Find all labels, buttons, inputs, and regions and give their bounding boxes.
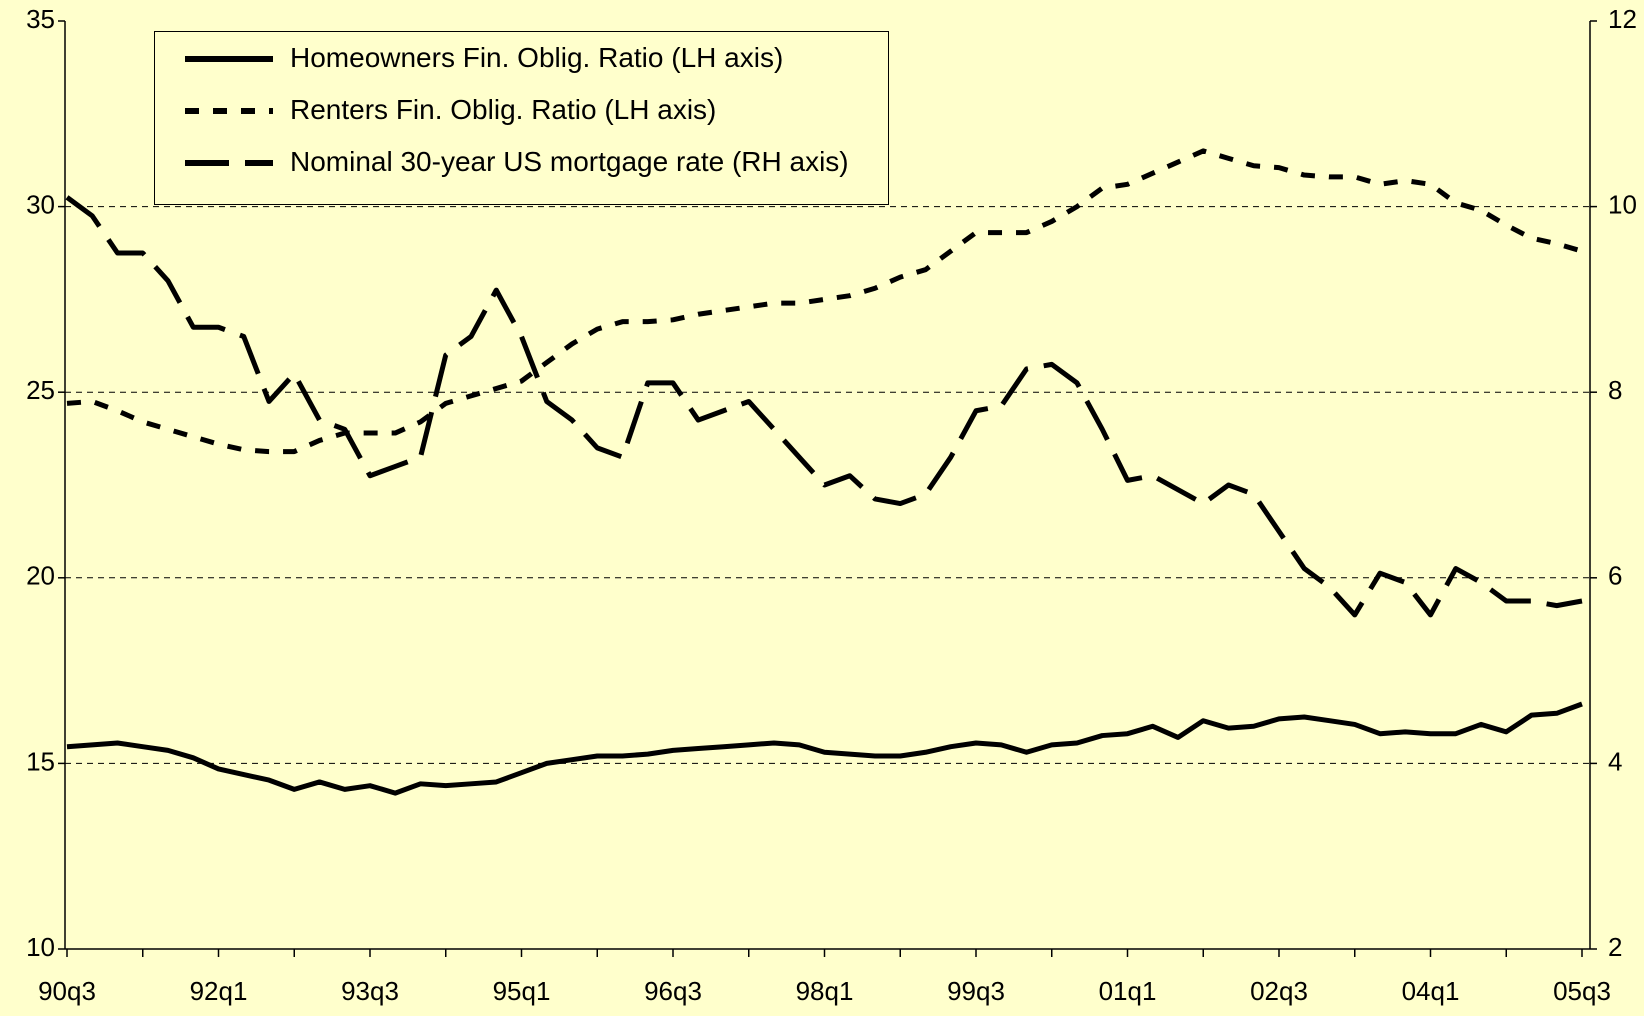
x-tick-label: 92q1	[190, 976, 248, 1006]
legend-swatch	[185, 108, 273, 114]
y2-tick-label: 12	[1608, 4, 1637, 34]
x-tick-label: 02q3	[1250, 976, 1308, 1006]
legend-item: Homeowners Fin. Oblig. Ratio (LH axis)	[155, 42, 888, 76]
x-tick-label: 98q1	[796, 976, 854, 1006]
x-tick-label: 96q3	[644, 976, 702, 1006]
x-tick-label: 01q1	[1099, 976, 1157, 1006]
y2-tick-label: 8	[1608, 375, 1622, 405]
x-tick-label: 93q3	[341, 976, 399, 1006]
y-tick-label: 10	[26, 932, 55, 962]
series-line	[66, 148, 1583, 455]
y-tick-label: 25	[26, 375, 55, 405]
legend-label: Renters Fin. Oblig. Ratio (LH axis)	[290, 94, 717, 125]
legend-swatch	[185, 160, 273, 166]
y2-tick-label: 10	[1608, 189, 1637, 219]
y-tick-label: 20	[26, 561, 55, 591]
series-line	[66, 701, 1583, 796]
y2-tick-label: 6	[1608, 561, 1622, 591]
legend-label: Nominal 30-year US mortgage rate (RH axi…	[290, 146, 849, 177]
legend-swatch	[185, 56, 273, 62]
x-tick-label: 90q3	[38, 976, 96, 1006]
legend-item: Renters Fin. Oblig. Ratio (LH axis)	[155, 94, 888, 128]
y2-tick-label: 4	[1608, 746, 1622, 776]
x-tick-label: 99q3	[947, 976, 1005, 1006]
legend-label: Homeowners Fin. Oblig. Ratio (LH axis)	[290, 42, 784, 73]
legend: Homeowners Fin. Oblig. Ratio (LH axis) Re…	[154, 31, 889, 205]
x-tick-label: 04q1	[1402, 976, 1460, 1006]
x-tick-label: 95q1	[493, 976, 551, 1006]
y-tick-label: 35	[26, 4, 55, 34]
legend-item: Nominal 30-year US mortgage rate (RH axi…	[155, 146, 888, 180]
series-line	[65, 195, 1583, 618]
y2-tick-label: 2	[1608, 932, 1622, 962]
y-tick-label: 15	[26, 746, 55, 776]
y-tick-label: 30	[26, 189, 55, 219]
x-tick-label: 05q3	[1553, 976, 1611, 1006]
